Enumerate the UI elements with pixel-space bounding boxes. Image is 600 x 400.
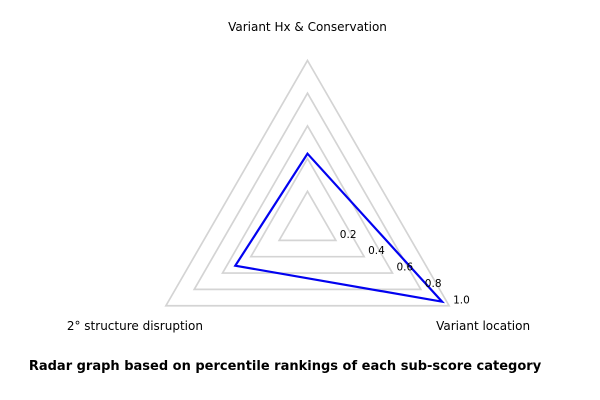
chart-caption: Radar graph based on percentile rankings… bbox=[28, 359, 542, 374]
axis-label-1: Variant location bbox=[436, 319, 530, 333]
axis-label-2: 2° structure disruption bbox=[67, 319, 203, 333]
tick-label-0.8: 0.8 bbox=[425, 278, 442, 290]
grid-ring-0.4 bbox=[249, 156, 366, 258]
grid-ring-1 bbox=[164, 58, 451, 307]
tick-label-0.4: 0.4 bbox=[368, 245, 385, 257]
data-polygon bbox=[233, 151, 445, 304]
grid-ring-0.8 bbox=[192, 91, 423, 291]
tick-label-0.6: 0.6 bbox=[397, 262, 414, 274]
tick-label-1.0: 1.0 bbox=[453, 294, 470, 306]
tick-label-0.2: 0.2 bbox=[340, 229, 357, 241]
grid-ring-0.6 bbox=[221, 124, 394, 274]
axis-label-0: Variant Hx & Conservation bbox=[228, 20, 387, 34]
grid-ring-0.2 bbox=[277, 189, 338, 242]
